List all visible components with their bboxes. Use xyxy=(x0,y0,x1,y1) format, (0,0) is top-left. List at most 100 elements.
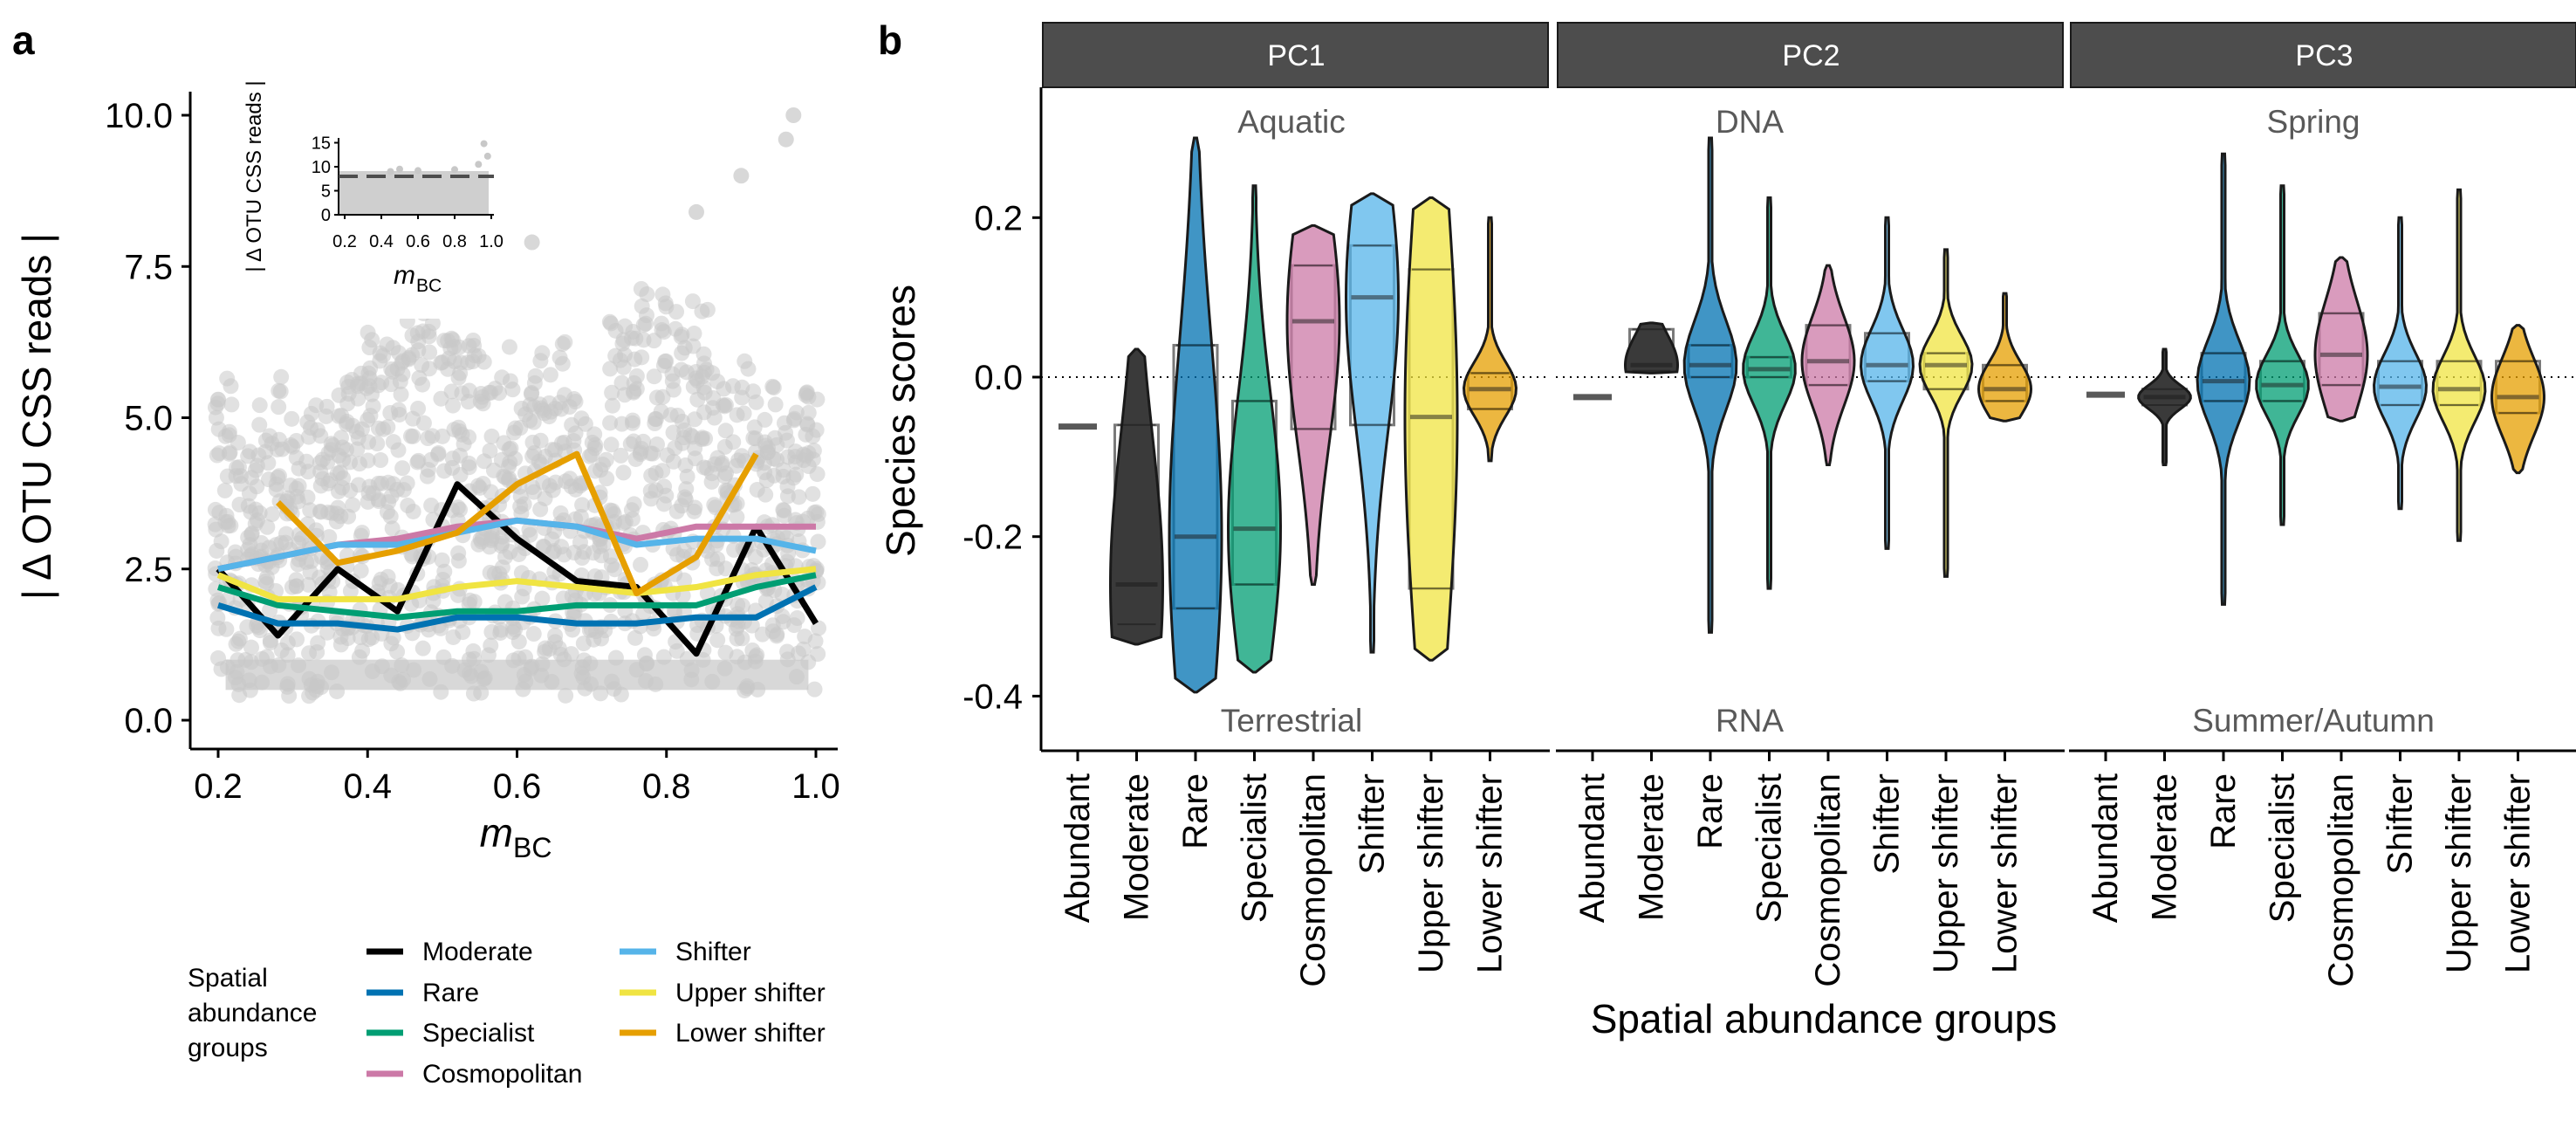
data-point xyxy=(230,435,246,451)
facet-strip-label: PC3 xyxy=(2295,39,2353,72)
data-point xyxy=(786,617,803,634)
data-point xyxy=(581,448,598,464)
panel-b-x-label: Spatial abundance groups xyxy=(1591,996,2058,1041)
data-point xyxy=(806,681,823,698)
top-annotation: Aquatic xyxy=(1237,104,1345,140)
data-point xyxy=(612,352,628,368)
x-tick-label-lower-shifter: Lower shifter xyxy=(1471,773,1510,973)
data-point xyxy=(452,501,469,518)
data-point xyxy=(807,633,824,649)
data-point xyxy=(389,643,406,660)
data-point xyxy=(288,432,305,449)
inset-y-tick-label: 10 xyxy=(312,158,331,177)
data-point xyxy=(482,443,498,459)
data-point xyxy=(414,376,431,393)
violin-moderate xyxy=(1109,347,1164,646)
violin-specialist xyxy=(1227,184,1282,674)
data-point xyxy=(461,429,477,445)
series-line-shifter xyxy=(217,517,817,573)
data-point xyxy=(299,489,316,505)
data-point xyxy=(577,416,593,432)
inset-plot: 0 5 10 15 0.2 0.4 0.6 0.8 1.0 | Δ OTU CSS reads… xyxy=(236,39,519,319)
data-point xyxy=(734,630,750,647)
legend-label-cosmopolitan: Cosmopolitan xyxy=(422,1060,582,1089)
data-point xyxy=(684,293,701,310)
data-point xyxy=(668,304,685,320)
data-point xyxy=(501,339,517,355)
series-line-specialist xyxy=(216,572,817,621)
y-tick-label: -0.2 xyxy=(963,519,1023,557)
data-point xyxy=(218,621,235,637)
data-point xyxy=(445,397,462,414)
data-point xyxy=(309,422,325,438)
legend-label-lower-shifter: Lower shifter xyxy=(675,1019,826,1048)
data-point xyxy=(402,428,419,444)
data-point xyxy=(602,548,619,565)
data-point xyxy=(360,631,377,648)
y-tick-label: 0.0 xyxy=(124,702,173,740)
data-point xyxy=(534,590,551,607)
data-point xyxy=(810,646,826,663)
inset-y-tick-label: 5 xyxy=(321,182,331,202)
data-point xyxy=(348,423,365,440)
data-point xyxy=(209,447,225,464)
y-tick-label: 10.0 xyxy=(105,97,173,135)
violin-cosmopolitan xyxy=(1800,264,1856,466)
data-point xyxy=(450,553,467,569)
inset-y-tick-label: 15 xyxy=(312,134,331,154)
legend-label-specialist: Specialist xyxy=(422,1019,535,1048)
data-point xyxy=(399,475,415,491)
data-point xyxy=(776,502,792,519)
x-tick-label-rare: Rare xyxy=(1691,773,1730,849)
series-line-upper-shifter xyxy=(216,566,817,602)
data-point xyxy=(360,452,376,469)
data-point xyxy=(603,436,620,453)
mean-lines xyxy=(216,450,819,657)
data-point xyxy=(733,448,750,464)
data-point xyxy=(574,497,591,513)
data-point xyxy=(767,396,784,413)
data-point xyxy=(717,423,734,439)
panel-a-x-label: m xyxy=(480,810,513,856)
violin-shifter xyxy=(2373,216,2428,511)
data-point xyxy=(805,428,821,444)
data-point xyxy=(795,641,812,657)
data-point xyxy=(785,412,802,429)
data-point xyxy=(606,561,623,578)
data-point xyxy=(510,634,527,650)
data-point xyxy=(271,468,287,485)
legend-title-line-2: abundance xyxy=(188,999,317,1027)
x-tick-label-upper-shifter: Upper shifter xyxy=(1412,773,1450,973)
data-point xyxy=(220,513,236,530)
point-band xyxy=(225,659,809,691)
x-tick-label-lower-shifter: Lower shifter xyxy=(1986,773,2024,973)
data-point xyxy=(414,640,431,656)
inset-point xyxy=(475,161,483,168)
data-point xyxy=(353,525,370,541)
data-point xyxy=(340,508,357,525)
data-point xyxy=(532,353,549,369)
data-point xyxy=(521,521,538,538)
data-point xyxy=(370,377,387,394)
data-point xyxy=(673,361,689,378)
panel-b-y-label: Species scores xyxy=(878,285,923,557)
data-point xyxy=(676,572,693,588)
panel-label-b: b xyxy=(878,17,902,63)
data-point xyxy=(393,386,409,402)
data-point xyxy=(288,480,305,497)
data-point xyxy=(223,378,239,395)
data-point xyxy=(209,609,226,626)
violin-specialist xyxy=(1742,196,1797,590)
data-point xyxy=(249,478,265,495)
data-point xyxy=(208,409,224,426)
data-point xyxy=(808,504,825,520)
data-point xyxy=(491,566,508,582)
data-point xyxy=(729,509,745,526)
data-point xyxy=(662,407,679,423)
data-point xyxy=(262,632,278,649)
data-point xyxy=(250,619,267,636)
data-point xyxy=(415,415,432,431)
violin-specialist xyxy=(2255,184,2310,526)
data-point xyxy=(654,286,671,303)
data-point xyxy=(627,629,643,646)
